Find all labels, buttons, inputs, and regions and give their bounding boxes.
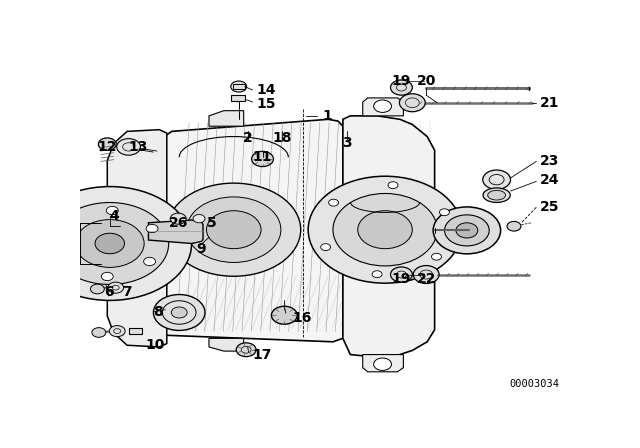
Circle shape [28, 186, 191, 301]
Text: 2: 2 [243, 131, 253, 145]
Circle shape [64, 221, 76, 230]
Text: 9: 9 [196, 241, 206, 256]
Circle shape [116, 138, 141, 155]
Text: 19: 19 [392, 271, 411, 286]
Circle shape [146, 224, 158, 233]
Text: 25: 25 [540, 200, 560, 214]
Circle shape [431, 253, 442, 260]
Text: 22: 22 [417, 271, 436, 286]
Text: 14: 14 [256, 83, 276, 97]
Text: 20: 20 [417, 74, 436, 88]
Text: 18: 18 [273, 131, 292, 145]
Text: 5: 5 [207, 216, 216, 230]
Circle shape [172, 307, 187, 318]
Text: 8: 8 [154, 306, 163, 319]
Circle shape [76, 220, 144, 267]
Text: 7: 7 [122, 285, 132, 299]
Circle shape [321, 244, 331, 250]
Text: 12: 12 [97, 140, 117, 154]
Text: 13: 13 [129, 140, 148, 154]
Circle shape [328, 199, 339, 206]
Circle shape [413, 266, 439, 284]
Polygon shape [363, 98, 403, 116]
Circle shape [390, 267, 412, 282]
Polygon shape [209, 338, 244, 351]
Text: 1: 1 [322, 109, 332, 123]
Circle shape [154, 294, 205, 331]
Polygon shape [209, 111, 244, 126]
Circle shape [207, 211, 261, 249]
Circle shape [106, 207, 118, 215]
Circle shape [399, 94, 425, 112]
Circle shape [95, 233, 125, 254]
Circle shape [143, 257, 156, 266]
Text: 17: 17 [253, 348, 272, 362]
Ellipse shape [483, 188, 510, 202]
Circle shape [236, 343, 256, 357]
Circle shape [440, 209, 449, 215]
Text: 24: 24 [540, 172, 560, 187]
Circle shape [308, 176, 462, 283]
Ellipse shape [488, 190, 506, 200]
Circle shape [61, 254, 74, 263]
Bar [231, 95, 245, 101]
Circle shape [333, 194, 437, 266]
Text: 10: 10 [146, 338, 165, 352]
Circle shape [90, 284, 104, 294]
Polygon shape [145, 119, 343, 342]
Text: 23: 23 [540, 155, 559, 168]
Circle shape [231, 81, 246, 92]
Polygon shape [363, 354, 403, 372]
Circle shape [372, 271, 382, 278]
Text: 4: 4 [110, 209, 120, 223]
Bar [233, 84, 244, 89]
Circle shape [109, 326, 125, 336]
Circle shape [358, 211, 412, 249]
Circle shape [167, 183, 301, 276]
Polygon shape [343, 116, 435, 358]
Circle shape [390, 80, 412, 95]
Text: 21: 21 [540, 96, 560, 110]
Circle shape [108, 282, 124, 293]
Text: 00003034: 00003034 [509, 379, 559, 389]
Circle shape [193, 215, 205, 223]
Circle shape [507, 221, 521, 231]
Circle shape [445, 215, 489, 246]
Text: 16: 16 [292, 310, 312, 325]
Circle shape [374, 100, 392, 112]
Circle shape [170, 213, 186, 224]
Text: 26: 26 [168, 216, 188, 230]
Text: 19: 19 [392, 74, 411, 88]
Circle shape [271, 306, 297, 324]
Circle shape [456, 223, 478, 238]
Text: 3: 3 [342, 137, 351, 151]
Circle shape [101, 272, 113, 280]
Circle shape [433, 207, 500, 254]
Circle shape [483, 170, 511, 190]
Circle shape [374, 358, 392, 370]
Text: 11: 11 [253, 150, 272, 164]
Circle shape [51, 202, 169, 284]
Circle shape [187, 197, 281, 263]
Bar [129, 327, 143, 334]
Circle shape [252, 151, 273, 167]
Text: 15: 15 [256, 97, 276, 111]
Polygon shape [148, 220, 203, 244]
Circle shape [388, 182, 398, 189]
Polygon shape [108, 129, 167, 347]
Circle shape [92, 327, 106, 337]
Text: 6: 6 [104, 285, 113, 299]
Circle shape [99, 138, 116, 151]
